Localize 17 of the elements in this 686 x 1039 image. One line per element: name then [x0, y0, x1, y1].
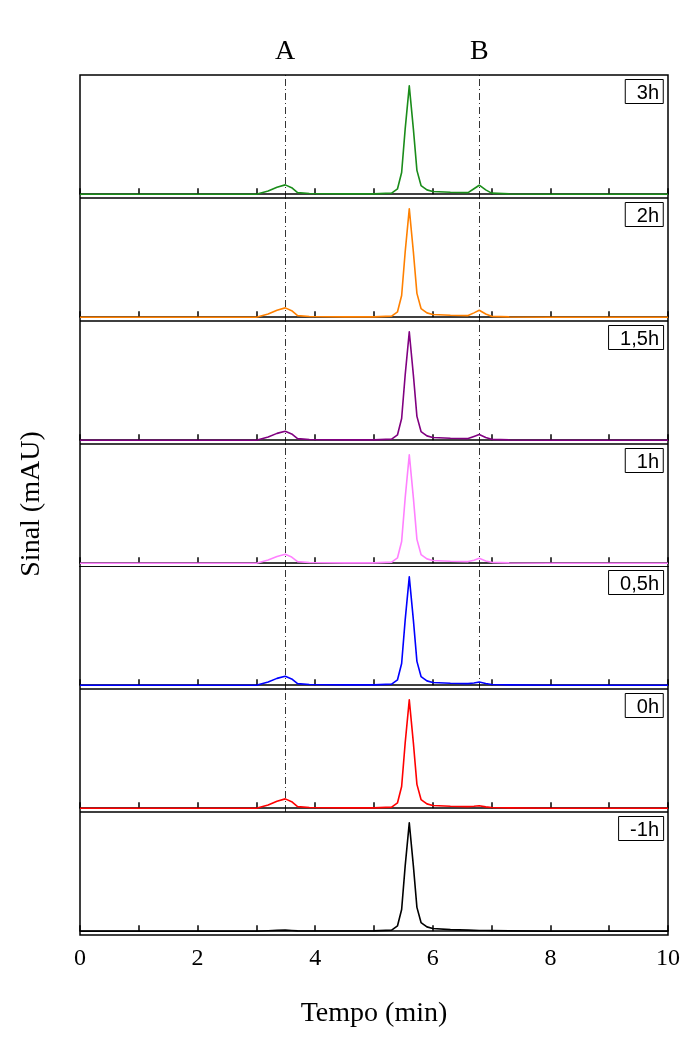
annotation: 0,5h — [620, 572, 660, 595]
annotation: 3h — [636, 81, 659, 103]
annotation: 2h — [636, 203, 659, 226]
annotation: 1,5h — [620, 326, 660, 349]
ref-line-label: A — [275, 33, 297, 65]
x-axis-title: Tempo (min) — [300, 995, 448, 1027]
x-tick-label: 0 — [74, 944, 86, 971]
annotation: 0h — [636, 695, 659, 718]
annotation: -1h — [630, 818, 659, 841]
x-tick-label: 2 — [191, 944, 204, 971]
annotation: 1h — [636, 449, 659, 472]
x-tick-label: 8 — [544, 944, 557, 971]
x-tick-label: 10 — [656, 944, 680, 971]
y-axis-title: Sinal (mAU) — [14, 430, 46, 579]
x-tick-label: 4 — [309, 944, 322, 971]
ref-line-label: B — [469, 33, 489, 65]
x-tick-label: 6 — [426, 944, 439, 971]
